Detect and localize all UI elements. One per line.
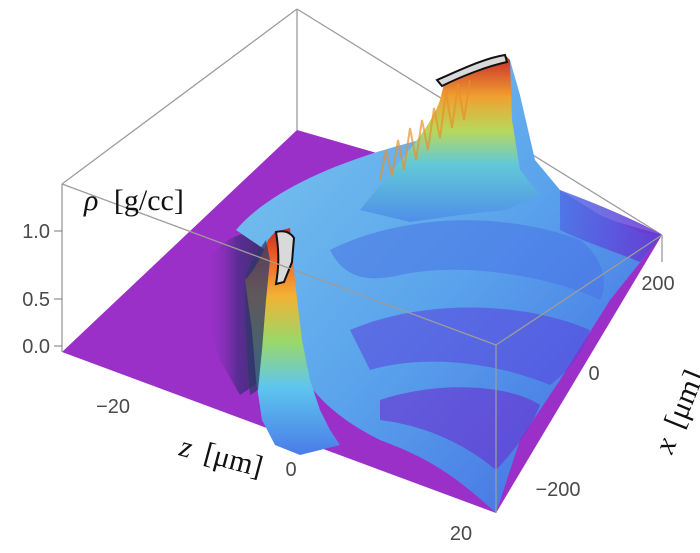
z-tick-label: 0 (285, 459, 296, 481)
box-edge (61, 8, 298, 185)
rear-ridge-clipped-top (435, 53, 509, 88)
box-edge (61, 183, 497, 346)
svg-text:z [μm]: z [μm] (175, 430, 266, 484)
surface-ring-band (380, 387, 540, 470)
z-axis-symbol: z (175, 430, 196, 465)
surface-front-ridge (245, 228, 340, 455)
svg-text:ρ [g/cc]: ρ [g/cc] (83, 184, 184, 217)
surface-ring-band (350, 307, 590, 385)
rho-axis-symbol: ρ (83, 184, 98, 217)
x-axis-symbol: x (648, 432, 684, 458)
rho-axis-ticks (54, 230, 62, 347)
surface-fade-edge (560, 190, 662, 262)
surface-ridge-serration (379, 79, 471, 181)
surface-ring-band (330, 220, 604, 300)
z-axis-unit: [μm] (201, 436, 267, 483)
x-axis-title: x [μm] (648, 365, 700, 458)
x-tick-label: 200 (641, 273, 674, 295)
rho-axis-title: ρ [g/cc] (83, 184, 184, 217)
svg-text:x [μm]: x [μm] (648, 365, 700, 458)
z-tick-label: 20 (450, 523, 472, 545)
bounding-box-front (61, 183, 663, 513)
z-tick-label: −20 (96, 396, 130, 418)
box-edge (495, 234, 663, 346)
x-axis-unit: [μm] (658, 365, 700, 432)
rho-tick-label: 1.0 (22, 221, 50, 243)
rho-axis-unit: [g/cc] (114, 184, 184, 217)
surface-front-ridge-flank (245, 240, 270, 395)
surface-plateau (236, 60, 662, 513)
front-ridge-clipped-top (274, 230, 296, 286)
rho-tick-label: 0.5 (22, 289, 50, 311)
surface-rear-ridge (360, 55, 540, 222)
x-tick-label: 0 (588, 363, 599, 385)
z-axis-title: z [μm] (175, 430, 266, 484)
rho-tick-label: 0.0 (22, 336, 50, 358)
x-tick-label: −200 (535, 479, 580, 501)
